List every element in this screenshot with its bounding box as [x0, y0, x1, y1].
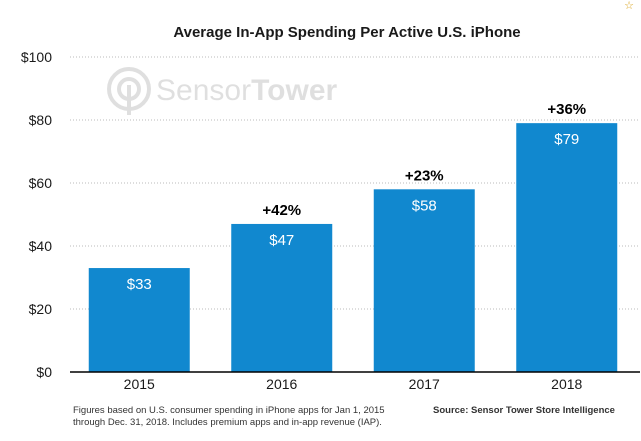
watermark-text-light: Sensor — [156, 74, 251, 107]
watermark: SensorTower — [107, 67, 338, 115]
sensor-tower-logo-icon — [107, 67, 151, 115]
y-tick-label: $100 — [21, 49, 52, 65]
y-tick-label: $20 — [29, 301, 53, 317]
bars — [88, 123, 618, 373]
bar-2017 — [373, 189, 475, 372]
footnote-line-2: through Dec. 31, 2018. Includes premium … — [73, 417, 382, 428]
bar-value-label: $58 — [412, 197, 437, 214]
x-tick-label: 2015 — [124, 376, 155, 392]
bar-2018 — [516, 123, 618, 373]
bar-2016 — [231, 223, 333, 372]
x-tick-label: 2018 — [551, 376, 582, 392]
growth-label: +42% — [262, 202, 301, 219]
y-tick-label: $60 — [29, 175, 53, 191]
footnote: Figures based on U.S. consumer spending … — [73, 405, 385, 429]
x-tick-label: 2017 — [409, 376, 440, 392]
bar-value-label: $33 — [127, 276, 152, 293]
watermark-text-bold: Tower — [251, 74, 337, 107]
y-tick-label: $40 — [29, 238, 53, 254]
bar-2015 — [88, 268, 190, 372]
bar-labels: $33 $47 +42% $58 +23% $79 +36% — [127, 101, 586, 293]
growth-label: +36% — [547, 101, 586, 118]
y-tick-label: $0 — [36, 364, 52, 380]
bar-value-label: $47 — [269, 232, 294, 249]
growth-label: +23% — [405, 167, 444, 184]
chart-title: Average In-App Spending Per Active U.S. … — [173, 24, 520, 41]
bar-value-label: $79 — [554, 131, 579, 148]
source-credit: Source: Sensor Tower Store Intelligence — [433, 405, 615, 416]
y-tick-label: $80 — [29, 112, 53, 128]
footnote-line-1: Figures based on U.S. consumer spending … — [73, 405, 385, 416]
axes: $0 $20 $40 $60 $80 $100 2015 2016 2017 2018 — [21, 49, 640, 392]
svg-text:SensorTower: SensorTower — [156, 74, 338, 107]
x-tick-label: 2016 — [266, 376, 297, 392]
star-icon[interactable]: ☆ — [624, 0, 634, 12]
